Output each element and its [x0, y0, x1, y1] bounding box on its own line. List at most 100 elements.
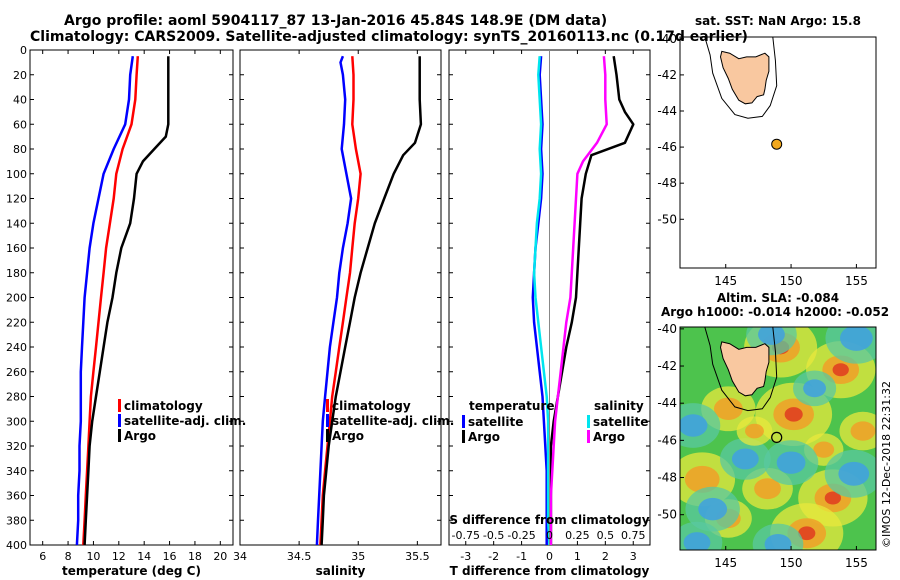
temperature-xtick-label: 8: [65, 550, 72, 563]
temperature-xtick-label: 14: [137, 550, 151, 563]
depth-tick-label: 20: [13, 69, 27, 82]
depth-tick-label: 180: [6, 267, 27, 280]
depth-tick-label: 220: [6, 316, 27, 329]
temperature-xtick-label: 12: [112, 550, 126, 563]
depth-tick-label: 360: [6, 490, 27, 503]
difference-s-tick-label: 0.25: [565, 529, 590, 542]
sla-anomaly-peak: [832, 363, 849, 377]
depth-tick-label: 60: [13, 118, 27, 131]
salinity-xtick-label: 35.5: [405, 550, 430, 563]
difference-xlabel: T difference from climatology: [450, 564, 650, 578]
sla-float-marker: [771, 431, 783, 443]
figure-title-line2: Climatology: CARS2009. Satellite-adjuste…: [30, 29, 748, 45]
sla-anomaly-core: [684, 465, 720, 493]
sst-map-title: sat. SST: NaN Argo: 15.8: [695, 14, 861, 28]
sla_map-depth-contour: [704, 327, 778, 412]
difference-legend-title-temperature: temperature: [469, 399, 554, 413]
salinity-xtick-label: 35: [351, 550, 365, 563]
temperature-xtick-label: 6: [39, 550, 46, 563]
salinity-axes-frame: [239, 49, 442, 546]
figure-title-line1: Argo profile: aoml 5904117_87 13-Jan-201…: [64, 13, 608, 29]
sla-anomaly-core: [680, 414, 708, 437]
temperature-legend-swatch: [118, 429, 121, 442]
depth-tick-label: 80: [13, 143, 27, 156]
sla_map-ytick-label: -44: [657, 396, 677, 410]
depth-tick-label: 120: [6, 193, 27, 206]
difference-legend-label: Argo: [468, 430, 500, 444]
depth-tick-label: 40: [13, 94, 27, 107]
difference-s-tick-label: 0.5: [597, 529, 615, 542]
temperature-xtick-label: 10: [86, 550, 100, 563]
imos-credit: ©IMOS 12-Dec-2018 22:31:32: [880, 381, 893, 548]
sla_map-xtick-label: 145: [714, 556, 737, 570]
difference-xtick-label: 2: [602, 550, 609, 563]
sla-anomaly-peak: [824, 491, 842, 505]
difference-xtick-label: -2: [488, 550, 499, 563]
salinity-legend-swatch: [326, 414, 329, 427]
sst_map-xtick-label: 150: [780, 274, 803, 288]
difference-s-tick-label: -0.5: [483, 529, 504, 542]
sla_map-ytick-label: -50: [657, 508, 677, 522]
difference-xtick-label: 3: [630, 550, 637, 563]
difference-legend-swatch: [462, 430, 465, 443]
sst_map-ytick-label: -44: [657, 104, 677, 118]
sst_map-frame: [679, 36, 877, 269]
sst_map-tasmania-coast: [719, 50, 770, 105]
sst-float-marker: [771, 138, 783, 150]
depth-tick-label: 0: [20, 44, 27, 57]
temperature-series-line: [83, 56, 170, 546]
sst_map-xtick-label: 145: [714, 274, 737, 288]
salinity-legend-swatch: [326, 399, 329, 412]
difference-s-tick-label: 0: [546, 529, 553, 542]
depth-tick-label: 160: [6, 242, 27, 255]
salinity-xtick-label: 34: [233, 550, 247, 563]
sla-map-subtitle: Argo h1000: -0.014 h2000: -0.052: [661, 305, 889, 319]
sla-anomaly-core: [683, 532, 711, 550]
sla_map-ytick-label: -46: [657, 433, 677, 447]
difference-s-tick-label: -0.25: [507, 529, 535, 542]
sla_map-tasmania-coast: [719, 341, 770, 397]
sst_map-ytick-label: -48: [657, 176, 677, 190]
sla-anomaly-core: [840, 327, 873, 351]
sla_map-ytick-label: -42: [657, 359, 677, 373]
sla-anomaly-core: [745, 423, 764, 439]
sla_map-ytick-label: -40: [657, 322, 677, 336]
difference-xtick-label: -3: [460, 550, 471, 563]
depth-tick-label: 320: [6, 440, 27, 453]
salinity-legend-label: satellite-adj. clim.: [332, 414, 454, 428]
sla_map-ytick-label: -48: [657, 471, 677, 485]
salinity-xlabel: salinity: [316, 564, 366, 578]
salinity-legend-label: climatology: [332, 399, 411, 413]
temperature-xtick-label: 18: [188, 550, 202, 563]
sla-anomaly-peak: [784, 407, 803, 422]
difference-series-line: [531, 56, 548, 545]
sst_map-xtick-label: 155: [845, 274, 868, 288]
difference-xtick-label: -1: [516, 550, 527, 563]
difference-series-line: [532, 56, 551, 546]
difference-legend-title-salinity: salinity: [594, 399, 644, 413]
sla-anomaly-peak: [798, 526, 816, 541]
temperature-xlabel: temperature (deg C): [62, 564, 201, 578]
difference-legend-swatch: [462, 415, 465, 428]
depth-tick-label: 240: [6, 341, 27, 354]
temperature-legend-swatch: [118, 414, 121, 427]
difference-s-tick-label: 0.75: [621, 529, 646, 542]
salinity-legend-label: Argo: [332, 429, 364, 443]
sst_map-plot-area: [704, 37, 783, 150]
difference-s-tick-label: -0.75: [452, 529, 480, 542]
sla-anomaly-core: [754, 478, 781, 500]
sla_map-frame: [679, 326, 877, 551]
difference-legend-label: satellite: [593, 415, 648, 429]
sla-anomaly-core: [758, 327, 785, 345]
salinity-legend-swatch: [326, 429, 329, 442]
temperature-xtick-label: 16: [163, 550, 177, 563]
depth-tick-label: 400: [6, 539, 27, 552]
depth-tick-label: 300: [6, 415, 27, 428]
sla-anomaly-core: [731, 448, 759, 470]
sst_map-ytick-label: -42: [657, 68, 677, 82]
temperature-series-line: [75, 56, 135, 546]
depth-tick-label: 100: [6, 168, 27, 181]
temperature-legend-label: climatology: [124, 399, 203, 413]
